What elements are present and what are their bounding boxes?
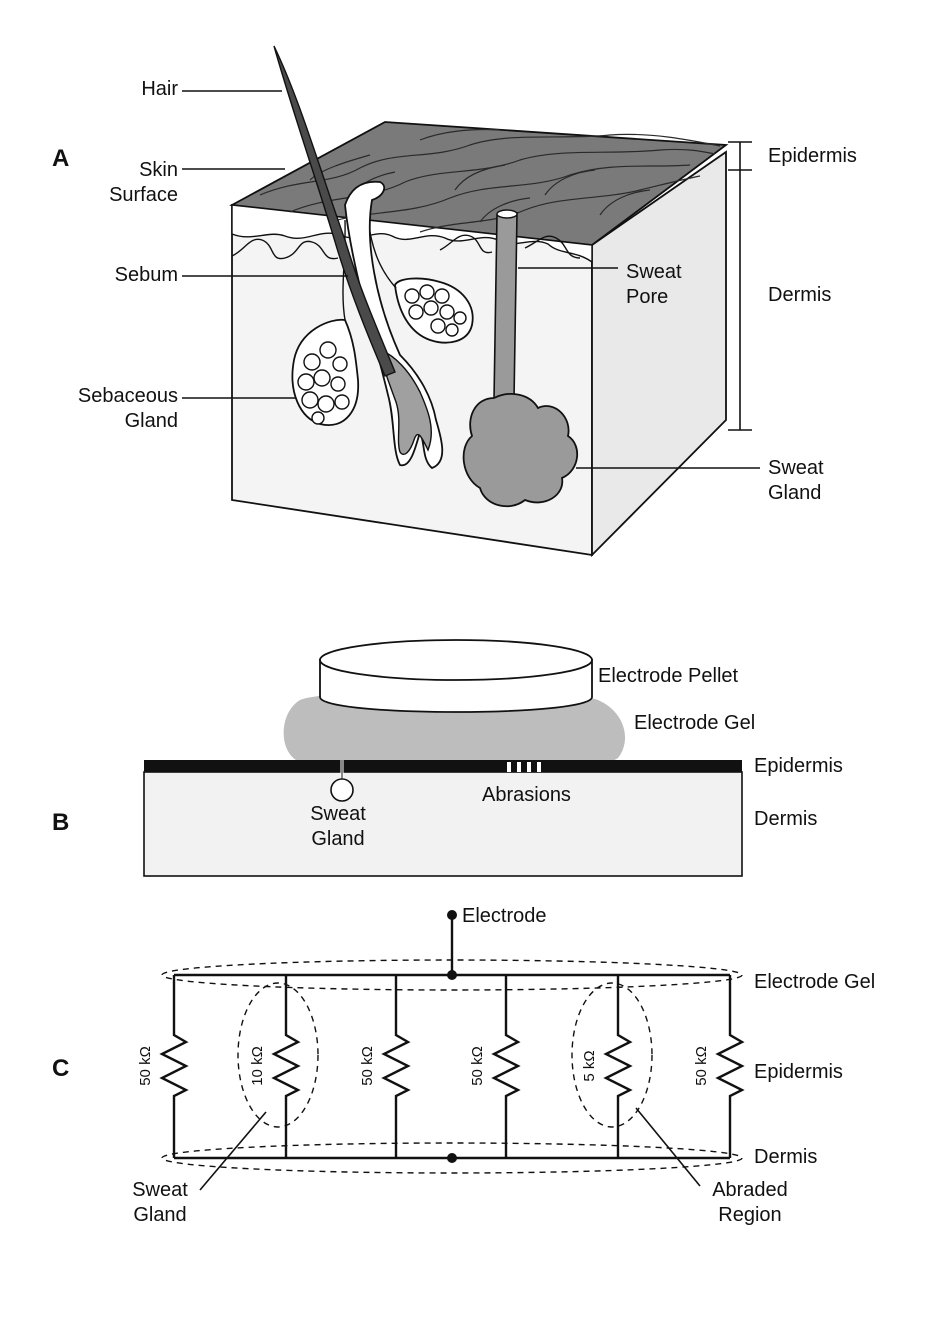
sweat-gland-label-b-line2: Gland <box>311 828 364 850</box>
dermis-label-b: Dermis <box>754 808 817 830</box>
sweat-gland-highlight <box>237 982 319 1128</box>
hair-bulb <box>379 348 432 456</box>
resistor-label-3: 50 kΩ <box>359 1046 376 1086</box>
resistor-branch-5: 5 kΩ <box>581 975 633 1158</box>
sebaceous-cells-left <box>297 341 350 425</box>
epidermis-band-front <box>231 204 593 264</box>
panel-a-letter: A <box>52 145 69 172</box>
sweat-gland-label-c-line1: Sweat <box>132 1179 188 1201</box>
abraded-region-highlight <box>571 982 653 1128</box>
epidermis-label-c: Epidermis <box>754 1061 843 1083</box>
electrode-pellet-label: Electrode Pellet <box>598 665 739 687</box>
layer-bracket <box>728 141 752 431</box>
resistor-label-4: 50 kΩ <box>469 1046 486 1086</box>
electrode-gel-label-b: Electrode Gel <box>634 712 755 734</box>
sebaceous-cells-right <box>404 284 467 337</box>
sebaceous-gland-label-line2: Gland <box>125 410 178 432</box>
epidermis-bar <box>144 760 742 772</box>
resistor-label-2: 10 kΩ <box>249 1046 266 1086</box>
resistor-branch-4: 50 kΩ <box>469 975 521 1158</box>
dermis-label-c: Dermis <box>754 1146 817 1168</box>
sweat-gland-label-a-line1: Sweat <box>768 457 824 479</box>
sweat-gland-b <box>330 778 354 802</box>
resistor-branch-3: 50 kΩ <box>359 975 411 1158</box>
resistor-branch-6: 50 kΩ <box>693 975 745 1158</box>
abrasions-label: Abrasions <box>482 784 571 806</box>
resistor-label-6: 50 kΩ <box>693 1046 710 1086</box>
sebum-duct-left <box>342 219 346 321</box>
epidermis-label-b: Epidermis <box>754 755 843 777</box>
sebum-label: Sebum <box>115 264 178 286</box>
sweat-pore-opening <box>496 209 518 219</box>
electrode-label: Electrode <box>462 905 547 927</box>
panel-a-skin-cross-section: A <box>52 45 857 558</box>
sweat-gland-label-c-line2: Gland <box>133 1204 186 1226</box>
electrode-gel-label-c: Electrode Gel <box>754 971 875 993</box>
hair-shaft <box>273 45 396 377</box>
sweat-gland-label-a-line2: Gland <box>768 482 821 504</box>
sweat-pore-label-line1: Sweat <box>626 261 682 283</box>
sebaceous-gland-label-line1: Sebaceous <box>78 385 178 407</box>
skin-surface-label-line1: Skin <box>139 159 178 181</box>
sweat-gland-coil <box>462 393 578 508</box>
dermis-layer-outline <box>161 1142 743 1174</box>
dermis-junction <box>447 1153 457 1163</box>
resistor-branch-2: 10 kΩ <box>249 975 301 1158</box>
panel-b-electrode-on-skin: B Electrode Pellet Electrode Gel Epiderm… <box>52 639 843 877</box>
panel-c-letter: C <box>52 1055 69 1082</box>
sweat-gland-leader-c <box>199 1111 267 1191</box>
dermis-label-a: Dermis <box>768 284 831 306</box>
skin-surface-label-line2: Surface <box>109 184 178 206</box>
abraded-region-label-line2: Region <box>718 1204 781 1226</box>
abrasion-marks <box>507 762 541 772</box>
sweat-pore-label-line2: Pore <box>626 286 668 308</box>
sweat-gland-label-b-line1: Sweat <box>310 803 366 825</box>
dermis-block <box>143 771 743 877</box>
panel-c-equivalent-circuit: C 50 kΩ 10 kΩ 50 kΩ 50 kΩ <box>52 905 875 1226</box>
hair-label: Hair <box>141 78 178 100</box>
electrode-pellet-top <box>319 639 593 681</box>
dermal-papillae-line-right <box>439 234 581 259</box>
abraded-region-leader <box>635 1107 701 1187</box>
electrode-gel-layer-outline <box>161 959 743 991</box>
panel-b-letter: B <box>52 809 69 836</box>
epidermis-label-a: Epidermis <box>768 145 857 167</box>
dermal-papillae-line <box>231 238 339 260</box>
resistor-branch-1: 50 kΩ <box>137 975 189 1158</box>
electrode-gel-blob <box>283 690 626 771</box>
sweat-duct <box>493 212 518 401</box>
abraded-region-label-line1: Abraded <box>712 1179 788 1201</box>
dermis-side-face <box>591 150 727 558</box>
resistor-label-5: 5 kΩ <box>581 1050 598 1081</box>
resistor-label-1: 50 kΩ <box>137 1046 154 1086</box>
